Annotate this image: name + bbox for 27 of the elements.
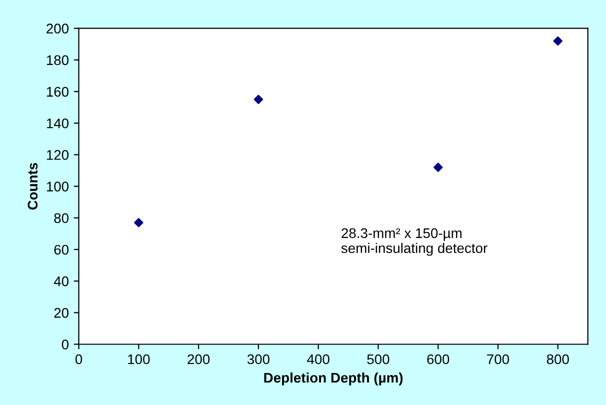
y-axis-title: Counts — [28, 162, 38, 210]
y-tick-label: 120 — [46, 150, 69, 160]
y-tick-label: 160 — [46, 86, 69, 97]
y-tick-label: 60 — [54, 244, 69, 255]
annotation: 28.3-mm² x 150-µm semi-insulating detector — [341, 228, 488, 256]
x-tick-label: 600 — [427, 354, 450, 364]
x-axis-title: Depletion Depth (µm) — [264, 372, 403, 386]
y-tick-label: 40 — [54, 276, 69, 286]
x-tick-label: 500 — [367, 354, 390, 364]
y-tick-label: 80 — [54, 213, 69, 224]
x-tick-label: 100 — [128, 354, 150, 364]
point — [553, 36, 562, 46]
point — [134, 218, 144, 228]
y-tick-label: 180 — [46, 55, 69, 66]
y-tick-label: 200 — [46, 24, 69, 34]
x-tick-label: 300 — [247, 354, 270, 364]
point — [433, 162, 443, 172]
y-tick-label: 100 — [46, 182, 69, 192]
y-tick-label: 0 — [62, 340, 69, 350]
x-tick-label: 800 — [546, 354, 569, 364]
x-tick-label: 700 — [487, 354, 510, 364]
x-tick-label: 0 — [75, 354, 82, 364]
y-tick-label: 20 — [54, 308, 69, 318]
y-tick-label: 140 — [46, 118, 69, 128]
x-tick-label: 400 — [307, 354, 330, 364]
point — [254, 94, 264, 104]
x-tick-label: 200 — [188, 354, 210, 364]
